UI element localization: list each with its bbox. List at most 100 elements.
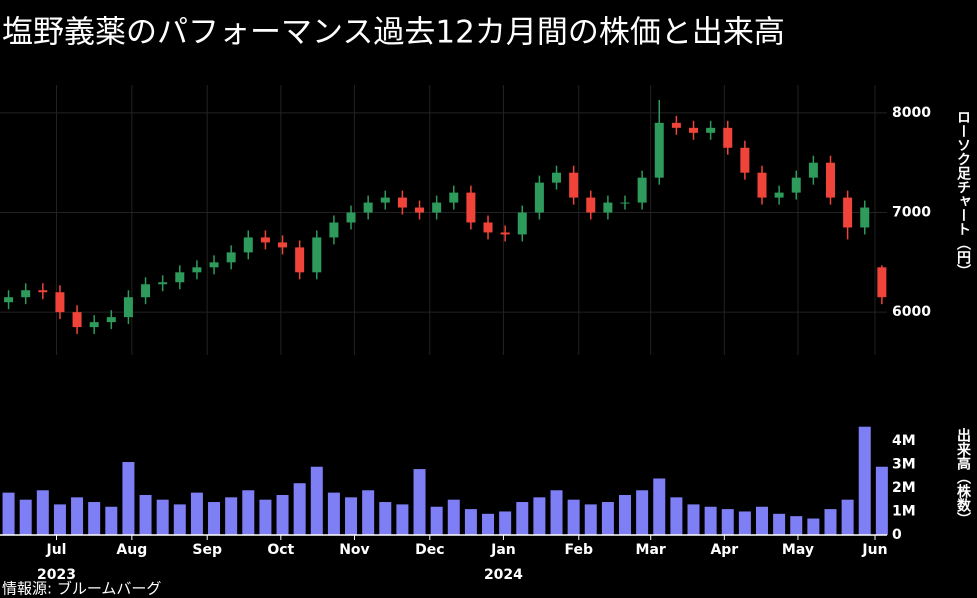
volume-bar bbox=[345, 497, 358, 535]
x-tick-label: Sep bbox=[192, 542, 222, 558]
candle-body bbox=[38, 290, 48, 293]
candle-body bbox=[689, 127, 699, 133]
volume-bar bbox=[242, 490, 255, 535]
candle-body bbox=[500, 232, 510, 235]
candle-body bbox=[449, 192, 459, 203]
volume-bar bbox=[430, 506, 443, 535]
volume-bar bbox=[824, 509, 837, 535]
volume-bar bbox=[396, 504, 409, 535]
candle-body bbox=[295, 247, 305, 273]
y-tick-label: 6000 bbox=[892, 304, 931, 320]
volume-bar bbox=[636, 490, 649, 535]
volume-bar bbox=[670, 497, 683, 535]
candle-body bbox=[774, 192, 784, 198]
volume-bar bbox=[379, 502, 392, 535]
candle-body bbox=[825, 162, 835, 198]
candle-body bbox=[278, 242, 288, 248]
volume-bar bbox=[619, 494, 632, 535]
volume-bar bbox=[653, 478, 666, 535]
x-tick-label: Jun bbox=[861, 542, 887, 558]
volume-bar bbox=[36, 490, 49, 535]
candle-body bbox=[243, 237, 253, 253]
x-tick-label: May bbox=[782, 542, 814, 558]
x-tick-label: Mar bbox=[636, 542, 666, 558]
volume-bar bbox=[464, 509, 477, 535]
y-tick-label: 0 bbox=[892, 527, 902, 543]
candle-body bbox=[603, 202, 613, 213]
candle-body bbox=[415, 207, 425, 213]
x-tick-label: Nov bbox=[339, 542, 369, 558]
candle-body bbox=[620, 202, 630, 204]
volume-bar bbox=[88, 502, 101, 535]
volume-bar bbox=[71, 497, 84, 535]
x-year-label: 2023 bbox=[37, 567, 76, 583]
candle-body bbox=[671, 122, 681, 128]
volume-bar bbox=[687, 504, 700, 535]
candle-body bbox=[432, 202, 442, 213]
y-tick-label: 4M bbox=[892, 433, 916, 449]
candle-body bbox=[329, 222, 339, 238]
volume-bar bbox=[499, 511, 512, 535]
volume-bar bbox=[310, 466, 323, 535]
volume-bar bbox=[225, 497, 238, 535]
volume-bar bbox=[790, 516, 803, 535]
volume-bar bbox=[773, 513, 786, 535]
volume-bar bbox=[413, 469, 426, 535]
volume-bar bbox=[516, 502, 529, 535]
volume-bar bbox=[875, 466, 888, 535]
volume-bar bbox=[122, 462, 135, 535]
candle-body bbox=[158, 282, 168, 285]
candle-body bbox=[552, 172, 562, 183]
candle-body bbox=[175, 272, 185, 283]
y-tick-label: 3M bbox=[892, 456, 916, 472]
x-tick-label: Apr bbox=[710, 542, 738, 558]
source: 情報源: ブルームバーグ bbox=[2, 580, 161, 598]
candle-body bbox=[380, 197, 390, 203]
candle-body bbox=[860, 207, 870, 228]
volume-bar bbox=[841, 499, 854, 535]
volume-bar bbox=[721, 509, 734, 535]
candle-body bbox=[363, 202, 373, 213]
candle-body bbox=[260, 237, 270, 243]
y-tick-label: 1M bbox=[892, 503, 916, 519]
volume-bar bbox=[139, 494, 152, 535]
y-tick-label: 2M bbox=[892, 480, 916, 496]
candle-body bbox=[843, 197, 853, 228]
candle-body bbox=[877, 267, 887, 298]
volume-bar bbox=[19, 499, 32, 535]
volume-bar bbox=[156, 499, 169, 535]
volume-bar bbox=[259, 499, 272, 535]
candle-body bbox=[397, 197, 407, 208]
candle-body bbox=[586, 197, 596, 213]
volume-bar bbox=[550, 490, 563, 535]
volume-bar bbox=[601, 502, 614, 535]
candle-body bbox=[106, 317, 116, 323]
candle-body bbox=[192, 267, 202, 273]
volume-bar bbox=[293, 483, 306, 535]
volume-bar bbox=[327, 492, 340, 535]
candle-body bbox=[517, 212, 527, 235]
candle-body bbox=[466, 192, 476, 223]
candle-body bbox=[534, 182, 544, 213]
volume-bar bbox=[447, 499, 460, 535]
volume-bar bbox=[584, 504, 597, 535]
candle-body bbox=[569, 172, 579, 198]
candle-body bbox=[706, 127, 716, 133]
candle-body bbox=[723, 127, 733, 148]
candle-body bbox=[226, 252, 236, 263]
volume-bar bbox=[173, 504, 186, 535]
volume-bar bbox=[190, 492, 203, 535]
candle-body bbox=[757, 172, 767, 198]
x-tick-label: Jan bbox=[490, 542, 516, 558]
volume-bar bbox=[482, 513, 495, 535]
x-tick-label: Aug bbox=[116, 542, 147, 558]
chart-title: 塩野義薬のパフォーマンス過去12カ月間の株価と出来高 bbox=[2, 15, 785, 51]
volume-bar bbox=[755, 506, 768, 535]
volume-bar bbox=[858, 426, 871, 535]
candle-body bbox=[312, 237, 322, 273]
x-tick-label: Oct bbox=[267, 542, 294, 558]
volume-bar bbox=[105, 506, 118, 535]
volume-bar bbox=[738, 511, 751, 535]
